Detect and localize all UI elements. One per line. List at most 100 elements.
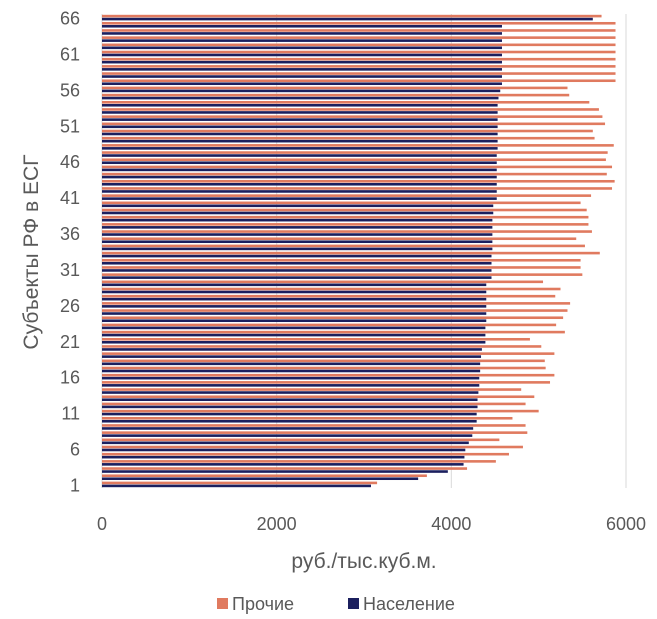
bar-naselenie [102,363,480,366]
bar-naselenie [102,190,497,193]
bar-prochie [102,439,499,442]
bar-prochie [102,273,582,276]
bar-prochie [102,410,539,413]
y-tick-label: 1 [70,475,80,495]
bar-naselenie [102,219,492,222]
x-tick-label: 2000 [257,514,297,534]
bar-naselenie [102,470,448,473]
bar-prochie [102,58,616,61]
bar-prochie [102,295,555,298]
bar-prochie [102,482,377,485]
y-tick-label: 16 [60,368,80,388]
bar-prochie [102,137,595,140]
legend-swatch-naselenie [348,598,359,609]
bar-prochie [102,316,563,319]
y-tick-label: 61 [60,45,80,65]
bar-naselenie [102,355,481,358]
x-tick-label: 4000 [431,514,471,534]
bar-prochie [102,309,567,312]
y-tick-label: 26 [60,296,80,316]
bar-prochie [102,173,607,176]
bar-naselenie [102,18,593,21]
bar-naselenie [102,176,497,179]
y-tick-label: 46 [60,152,80,172]
bar-prochie [102,245,585,248]
bar-naselenie [102,154,497,157]
bar-naselenie [102,54,502,57]
bar-naselenie [102,269,492,272]
bar-prochie [102,259,581,262]
x-tick-label: 0 [97,514,107,534]
bar-prochie [102,72,616,75]
bar-prochie [102,302,570,305]
bar-naselenie [102,319,486,322]
bar-prochie [102,266,581,269]
bar-prochie [102,123,605,126]
bar-prochie [102,101,589,104]
bar-naselenie [102,82,502,85]
bar-prochie [102,87,567,90]
y-tick-label: 66 [60,9,80,29]
bar-prochie [102,65,616,68]
bar-prochie [102,431,527,434]
bar-prochie [102,331,565,334]
bar-prochie [102,374,554,377]
bar-prochie [102,446,523,449]
bar-naselenie [102,398,478,401]
bar-naselenie [102,262,492,265]
bar-naselenie [102,118,498,121]
bar-prochie [102,108,599,111]
bar-naselenie [102,126,498,129]
bar-prochie [102,94,569,97]
bar-naselenie [102,248,492,251]
bar-prochie [102,130,593,133]
bar-naselenie [102,169,497,172]
bar-prochie [102,252,600,255]
bar-prochie [102,338,530,341]
bar-naselenie [102,240,492,243]
bar-naselenie [102,291,486,294]
bar-naselenie [102,212,493,215]
bar-prochie [102,467,467,470]
bar-prochie [102,180,615,183]
bar-naselenie [102,133,498,136]
bar-naselenie [102,68,502,71]
bar-prochie [102,202,581,205]
bar-prochie [102,209,587,212]
bar-prochie [102,166,612,169]
bar-prochie [102,424,526,427]
x-tick-label: 6000 [606,514,646,534]
bar-naselenie [102,427,473,430]
y-tick-label: 56 [60,80,80,100]
bar-naselenie [102,348,482,351]
y-tick-label: 11 [61,404,80,424]
bar-naselenie [102,384,479,387]
legend-swatch-prochie [217,598,228,609]
bar-prochie [102,230,592,233]
legend-label: Население [363,594,455,614]
bar-prochie [102,22,616,25]
bar-prochie [102,360,545,363]
bar-naselenie [102,276,492,279]
y-tick-label: 41 [60,188,80,208]
bar-naselenie [102,25,502,28]
legend: Прочие Население [217,594,455,614]
bar-naselenie [102,305,486,308]
y-tick-label: 31 [60,260,80,280]
bar-naselenie [102,298,486,301]
bar-naselenie [102,449,465,452]
x-tick-labels: 0 2000 4000 6000 [97,514,646,534]
bar-naselenie [102,312,486,315]
bars [102,15,616,487]
bar-naselenie [102,341,485,344]
bar-naselenie [102,456,464,459]
bar-prochie [102,29,616,32]
bar-prochie [102,417,512,420]
bar-naselenie [102,226,492,229]
gridlines [102,14,626,488]
bar-prochie [102,15,602,18]
bar-prochie [102,388,521,391]
bar-prochie [102,194,591,197]
